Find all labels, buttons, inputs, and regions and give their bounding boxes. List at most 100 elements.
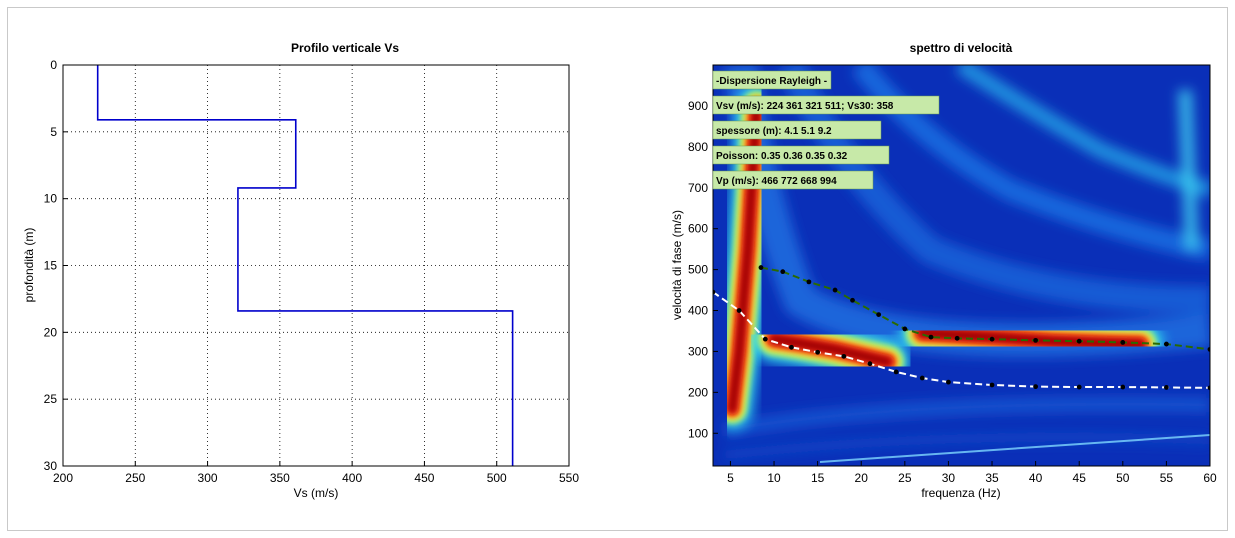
right-x-tick-label: 20 [855, 471, 869, 485]
annotation-bg [712, 120, 882, 140]
left-tick-labels: 200 250 300 350 400 450 500 550 0 5 10 15 20 25 30 [44, 58, 580, 485]
right-y-tick-label: 300 [688, 344, 708, 358]
dispersion-point [1033, 337, 1039, 343]
annotation-line: -Dispersione Rayleigh - [716, 76, 827, 87]
dispersion-point [989, 336, 995, 342]
dispersion-point [1076, 384, 1082, 390]
dispersion-point [928, 334, 934, 340]
dispersion-point [954, 335, 960, 341]
left-series [96, 65, 514, 466]
dispersion-point [893, 369, 899, 375]
green-dispersion-curve [758, 265, 1210, 352]
right-x-tick-label: 30 [942, 471, 956, 485]
dispersion-point [1164, 341, 1169, 347]
left-grid [63, 65, 569, 466]
dispersion-point [758, 265, 764, 270]
right-x-tick-label: 15 [811, 471, 825, 485]
dispersion-point [946, 379, 951, 385]
right-y-tick-label: 200 [688, 385, 708, 399]
left-y-tick-label: 5 [50, 125, 57, 139]
dispersion-line [713, 291, 1210, 389]
right-axes-box [712, 64, 1211, 467]
left-y-tick-label: 25 [44, 392, 58, 406]
right-y-axis-label: velocità di fase (m/s) [670, 210, 684, 320]
dispersion-point [1207, 385, 1210, 391]
left-x-axis-label: Vs (m/s) [294, 486, 339, 500]
lower-cyan-streak [819, 434, 1210, 463]
dispersion-point [1120, 340, 1126, 345]
dispersion-point [832, 287, 838, 293]
left-y-tick-label: 0 [50, 58, 57, 72]
annotation-line: spessore (m): 4.1 5.1 9.2 [716, 126, 832, 137]
dispersion-line [760, 266, 1210, 351]
dispersion-point [762, 336, 768, 342]
left-x-tick-label: 200 [53, 471, 73, 485]
left-y-tick-label: 20 [44, 325, 58, 339]
dispersion-point [919, 375, 925, 381]
dispersion-point [850, 297, 855, 303]
spectrum-heatmap [713, 65, 1210, 466]
right-x-tick-label: 45 [1073, 471, 1087, 485]
dispersion-point [736, 308, 742, 313]
lower-blue-band-2 [724, 432, 1210, 460]
dispersion-point [1207, 346, 1210, 352]
left-x-tick-label: 300 [198, 471, 218, 485]
ridge-layer [919, 330, 1143, 347]
right-y-tick-label: 900 [688, 99, 708, 113]
right-y-tick-label: 700 [688, 181, 708, 195]
dispersion-point [1033, 384, 1039, 390]
left-x-tick-label: 500 [487, 471, 507, 485]
right-y-tick-label: 400 [688, 304, 708, 318]
right-x-tick-label: 5 [727, 471, 734, 485]
vs-profile-line [96, 65, 514, 466]
lower-blue-band-1 [723, 397, 1210, 437]
dispersion-point [841, 353, 847, 359]
right-chart-title: spettro di velocità [910, 41, 1013, 55]
annotation-box: -Dispersione Rayleigh - Vsv (m/s): 224 36… [712, 70, 940, 190]
dispersion-point [989, 382, 995, 388]
annotation-line: Vsv (m/s): 224 361 321 511; Vs30: 358 [716, 101, 894, 112]
right-x-tick-label: 50 [1116, 471, 1130, 485]
dispersion-point [867, 361, 873, 367]
left-y-tick-label: 10 [44, 192, 58, 206]
annotation-bg [712, 95, 940, 115]
dispersion-point [1120, 384, 1126, 390]
dispersion-point [876, 312, 882, 318]
dispersion-point [1076, 338, 1082, 344]
annotation-bg [712, 70, 832, 90]
right-cyan-streak [1178, 89, 1199, 251]
right-x-tick-label: 35 [985, 471, 999, 485]
left-y-tick-label: 15 [44, 259, 58, 273]
annotation-line: Poisson: 0.35 0.36 0.35 0.32 [716, 151, 848, 162]
right-tick-labels: 5 10 15 20 25 30 35 40 45 50 55 60 100 200 300 400 500 60… [688, 99, 1217, 485]
right-y-tick-label: 600 [688, 222, 708, 236]
right-y-tick-label: 100 [688, 426, 708, 440]
left-chart-title: Profilo verticale Vs [291, 41, 399, 55]
left-x-tick-label: 450 [414, 471, 434, 485]
annotation-bg [712, 170, 874, 190]
heatmap-ridge-2 [899, 310, 1164, 368]
right-x-tick-label: 10 [767, 471, 781, 485]
ridge-layer [771, 336, 890, 365]
right-x-axis-label: frequenza (Hz) [921, 486, 1000, 500]
dispersion-point [780, 269, 786, 275]
right-x-tick-label: 60 [1203, 471, 1217, 485]
dispersion-point [1164, 385, 1169, 390]
white-dispersion-curve [713, 289, 1210, 391]
right-x-tick-label: 40 [1029, 471, 1043, 485]
left-y-axis-label: profondità (m) [22, 228, 36, 303]
left-x-tick-label: 400 [342, 471, 362, 485]
dispersion-point [815, 349, 821, 355]
velocity-spectrum-chart: spettro di velocità 5 10 15 20 25 30 35 40 45 50 5… [670, 41, 1217, 500]
dispersion-curves [713, 265, 1210, 391]
vs-profile-chart: Profilo verticale Vs 200 250 300 350 400 450 5… [22, 41, 579, 500]
dispersion-point [789, 344, 794, 350]
left-x-tick-label: 250 [125, 471, 145, 485]
left-x-tick-label: 550 [559, 471, 579, 485]
upper-cyan-band [955, 65, 1210, 198]
dispersion-point [902, 326, 908, 332]
dispersion-point [806, 279, 812, 285]
right-y-tick-label: 500 [688, 263, 708, 277]
right-y-tick-label: 800 [688, 140, 708, 154]
